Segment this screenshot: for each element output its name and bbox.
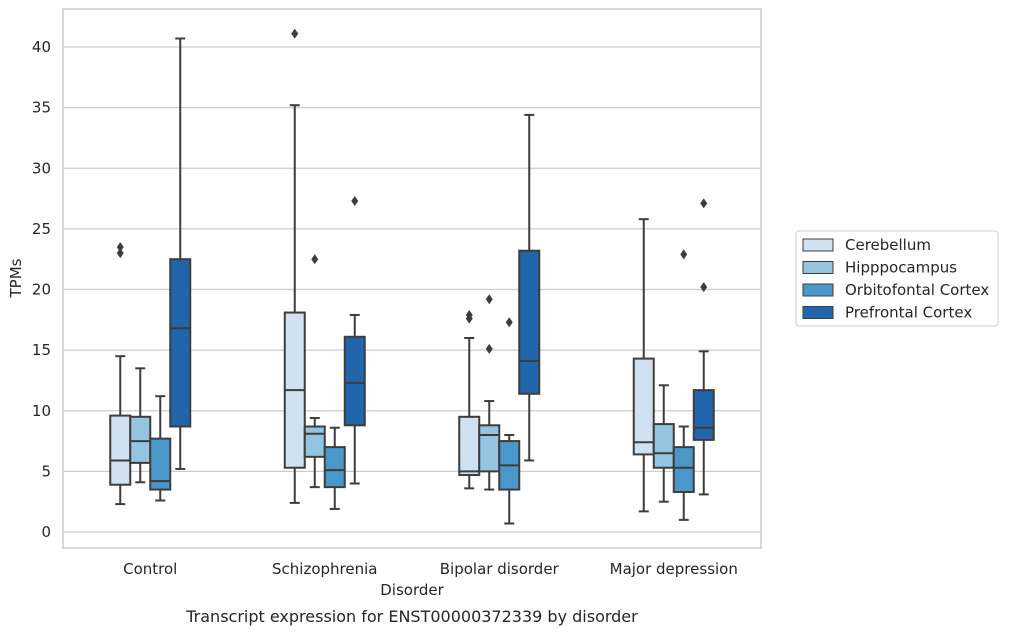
legend-swatch <box>802 283 834 297</box>
outlier-point <box>700 198 708 209</box>
box-iqr <box>169 258 192 428</box>
outlier-point <box>465 309 473 320</box>
legend-swatch <box>802 306 834 319</box>
outlier-point <box>485 294 493 305</box>
y-tick-label: 15 <box>32 341 51 359</box>
legend: Cerebellum Hipppocampus Orbitofontal Corte… <box>795 230 999 327</box>
plot-area-frame <box>62 8 762 549</box>
outlier-point <box>116 242 124 253</box>
legend-swatch <box>802 261 834 274</box>
box-iqr <box>303 425 326 458</box>
y-tick-label: 10 <box>32 402 51 420</box>
box-iqr <box>343 335 366 427</box>
box-iqr <box>323 446 346 489</box>
y-tick-label: 30 <box>32 159 51 177</box>
outlier-point <box>116 248 124 259</box>
box-cerebellum <box>458 309 481 490</box>
box-cerebellum <box>283 28 306 504</box>
box-iqr <box>518 249 541 395</box>
y-tick-label: 5 <box>41 462 51 480</box>
box-iqr <box>672 446 695 493</box>
box-iqr <box>109 414 132 486</box>
outlier-point <box>291 28 299 39</box>
legend-label: Orbitofontal Cortex <box>845 281 989 299</box>
box-hipppocampus <box>303 254 326 489</box>
box-cerebellum <box>632 218 655 513</box>
x-tick-label: Major depression <box>610 560 738 578</box>
box-prefrontal-cortex <box>343 195 366 485</box>
outlier-point <box>351 195 359 206</box>
box-iqr <box>652 423 675 469</box>
chart-caption: Transcript expression for ENST0000037233… <box>185 607 638 626</box>
x-tick-label: Control <box>123 560 177 578</box>
y-tick-label: 20 <box>32 281 51 299</box>
y-tick-label: 0 <box>41 523 51 541</box>
x-tick-label: Schizophrenia <box>272 560 377 578</box>
y-tick-label: 25 <box>32 220 51 238</box>
box-layer <box>109 28 715 525</box>
legend-items: Cerebellum Hipppocampus Orbitofontal Corte… <box>802 236 989 322</box>
y-tick-label: 40 <box>32 38 51 56</box>
box-hipppocampus <box>129 367 152 484</box>
x-tick-label: Bipolar disorder <box>440 560 560 578</box>
box-iqr <box>632 357 655 456</box>
legend-swatch <box>802 238 834 252</box>
box-orbitofontal-cortex <box>323 426 346 510</box>
box-prefrontal-cortex <box>169 37 192 470</box>
box-iqr <box>458 415 481 477</box>
box-orbitofontal-cortex <box>672 249 695 521</box>
legend-label: Cerebellum <box>845 236 931 254</box>
outlier-point <box>485 343 493 354</box>
legend-label: Prefrontal Cortex <box>845 304 972 322</box>
box-iqr <box>692 389 715 441</box>
x-axis-title: Disorder <box>380 581 444 599</box>
box-hipppocampus <box>652 384 675 503</box>
y-tick-label: 35 <box>32 99 51 117</box>
box-cerebellum <box>109 242 132 506</box>
box-prefrontal-cortex <box>692 198 715 496</box>
x-tick-labels: Control Schizophrenia Bipolar disorder Majo… <box>123 560 738 578</box>
legend-label: Hipppocampus <box>845 259 957 277</box>
box-orbitofontal-cortex <box>498 317 521 525</box>
outlier-point <box>505 317 513 328</box>
box-iqr <box>478 424 501 473</box>
box-iqr <box>129 415 152 464</box>
outlier-point <box>311 254 319 265</box>
box-hipppocampus <box>478 294 501 491</box>
y-tick-labels: 0 5 10 15 20 25 30 35 40 <box>32 38 51 541</box>
box-prefrontal-cortex <box>518 113 541 462</box>
outlier-point <box>680 249 688 260</box>
box-orbitofontal-cortex <box>149 395 172 502</box>
outlier-point <box>700 282 708 293</box>
legend-frame <box>795 230 999 327</box>
box-iqr <box>149 437 172 491</box>
y-axis-title: TPMs <box>7 258 25 298</box>
